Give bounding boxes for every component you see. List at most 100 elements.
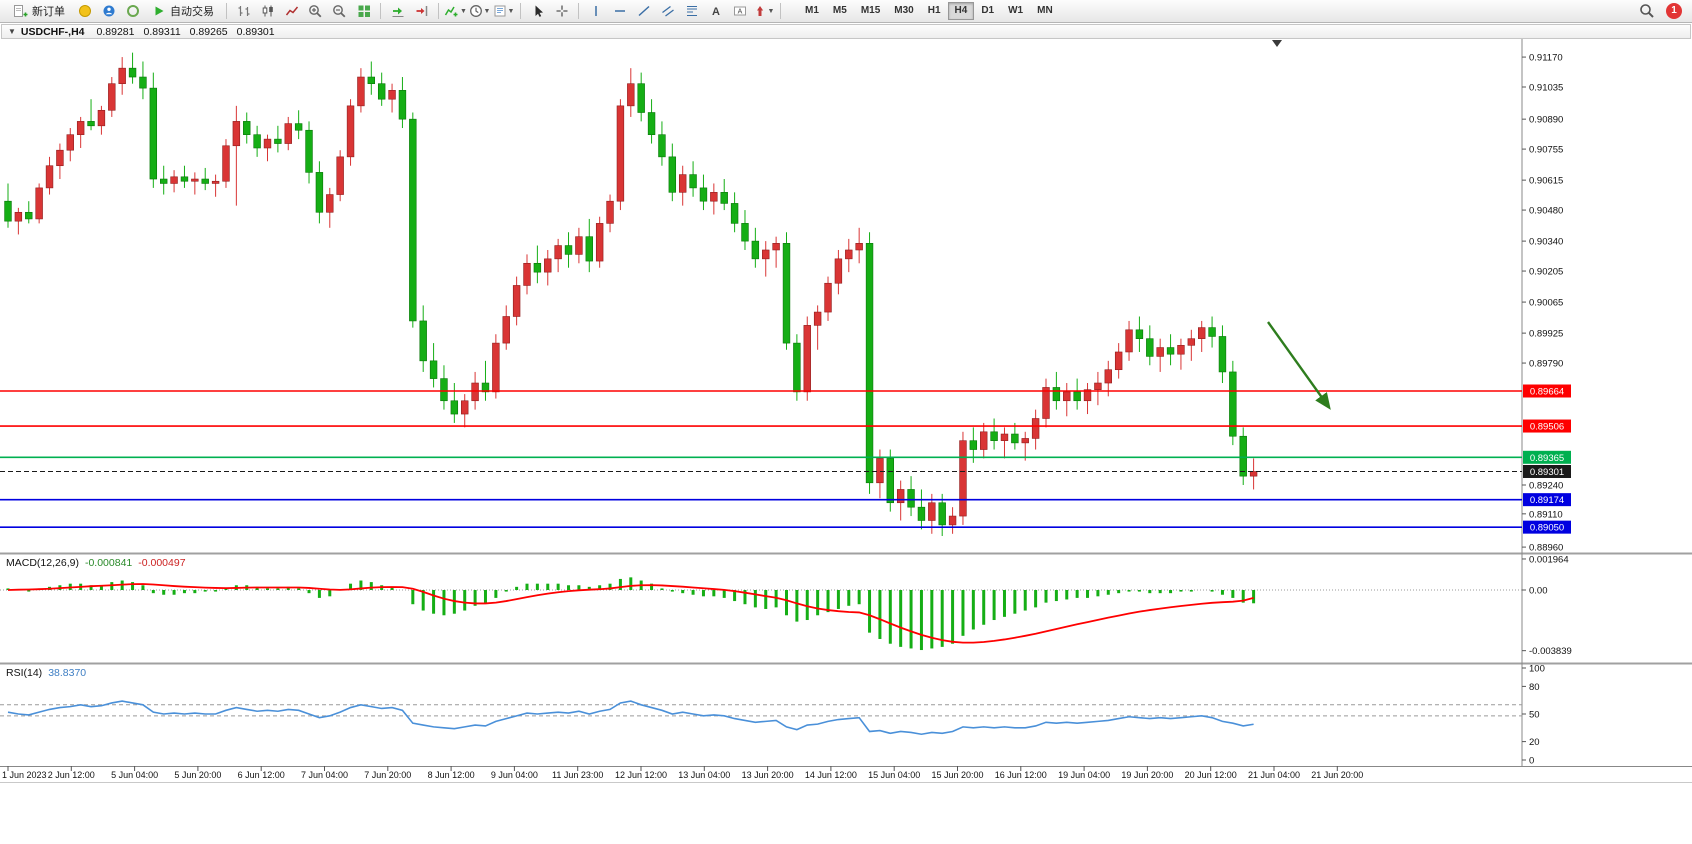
- drawn-arrow-annotation[interactable]: [1267, 321, 1331, 410]
- auto-scroll-icon[interactable]: [386, 1, 409, 21]
- fibonacci-tool-icon[interactable]: [680, 1, 703, 21]
- user-account-icon[interactable]: [97, 1, 120, 21]
- candle-up: [845, 238, 853, 273]
- macd-tick-label: 0.001964: [1529, 554, 1569, 565]
- candle-up: [616, 99, 625, 211]
- candle-up: [1031, 409, 1040, 450]
- timeframe-button-d1[interactable]: D1: [974, 2, 1001, 20]
- timeframe-button-h4[interactable]: H4: [947, 2, 975, 20]
- toolbar-separator: [520, 3, 521, 19]
- mql5-community-icon[interactable]: [73, 1, 96, 21]
- zoom-out-icon[interactable]: [328, 1, 351, 21]
- indicators-menu-icon[interactable]: ▼: [444, 1, 467, 21]
- chevron-down-icon: ▼: [507, 7, 515, 15]
- candle-up: [1114, 343, 1123, 379]
- timeframe-button-m1[interactable]: M1: [798, 2, 826, 20]
- notification-badge[interactable]: 1: [1666, 3, 1682, 19]
- support-line-green-badge-label: 0.89365: [1530, 453, 1564, 464]
- candle-up: [346, 99, 355, 166]
- candle-up: [76, 116, 85, 148]
- candle-up: [1063, 383, 1071, 417]
- candle-down: [243, 112, 251, 144]
- candle-down: [201, 167, 209, 191]
- timeframe-button-m5[interactable]: M5: [826, 2, 854, 20]
- resistance-line-2-badge-label: 0.89506: [1530, 422, 1564, 433]
- templates-menu-icon[interactable]: ▼: [492, 1, 515, 21]
- candle-up: [191, 172, 199, 195]
- candle-up: [118, 57, 126, 95]
- arrows-tool-icon[interactable]: ▼: [752, 1, 775, 21]
- price-tick-label: 0.91170: [1529, 53, 1563, 64]
- search-icon[interactable]: [1635, 1, 1658, 21]
- chart-shift-marker[interactable]: [1272, 40, 1282, 47]
- horizontal-line-tool-icon[interactable]: [608, 1, 631, 21]
- auto-trading-icon: [155, 6, 164, 16]
- rsi-tick-label: 80: [1529, 682, 1540, 693]
- candle-down: [1166, 334, 1175, 366]
- market-icon[interactable]: [121, 1, 144, 21]
- time-axis-label: 5 Jun 04:00: [111, 770, 158, 780]
- auto-trading-button[interactable]: 自动交易: [145, 1, 221, 21]
- resistance-line-2-badge: [1523, 419, 1571, 433]
- toolbar-separator: [780, 3, 781, 19]
- price-tick-label: 0.90480: [1529, 206, 1563, 217]
- candle-down: [1011, 422, 1019, 450]
- new-order-button[interactable]: 新订单: [6, 1, 72, 21]
- time-axis-label: 1 Jun 2023: [2, 770, 47, 780]
- macd-name: MACD(12,26,9): [6, 557, 79, 569]
- ohlc-open: 0.89281: [96, 25, 135, 38]
- candle-down: [398, 77, 407, 129]
- candle-down: [1239, 427, 1247, 486]
- trendline-tool-icon[interactable]: [632, 1, 655, 21]
- time-axis-label: 13 Jun 04:00: [678, 770, 730, 780]
- rsi-value: 38.8370: [48, 667, 87, 679]
- cursor-tool-icon[interactable]: [526, 1, 549, 21]
- label-tool-icon[interactable]: A: [728, 1, 751, 21]
- price-tick-label: 0.90755: [1529, 145, 1563, 156]
- candle-up: [1000, 427, 1009, 459]
- candle-down: [1135, 316, 1144, 352]
- ohlc-high: 0.89311: [143, 25, 181, 38]
- periods-menu-icon[interactable]: ▼: [468, 1, 491, 21]
- candle-up: [502, 305, 510, 350]
- chart-shift-icon[interactable]: [410, 1, 433, 21]
- candle-down: [139, 61, 147, 100]
- candle-up: [554, 238, 562, 273]
- zoom-in-icon[interactable]: [304, 1, 327, 21]
- auto-trading-label: 自动交易: [170, 6, 214, 18]
- timeframe-button-mn[interactable]: MN: [1030, 2, 1060, 20]
- candle-up: [388, 83, 396, 113]
- candle-up: [855, 227, 863, 264]
- time-axis-label: 6 Jun 12:00: [238, 770, 285, 780]
- timeframe-button-m15[interactable]: M15: [854, 2, 887, 20]
- candle-up: [544, 249, 552, 286]
- candle-down: [128, 52, 137, 84]
- price-tick-label: 0.89790: [1529, 359, 1563, 370]
- toolbar-separator: [226, 3, 227, 19]
- price-tick-label: 0.90615: [1529, 176, 1563, 187]
- tile-windows-icon[interactable]: [352, 1, 375, 21]
- candlestick-mode-icon[interactable]: [256, 1, 279, 21]
- price-tick-label: 0.90340: [1529, 237, 1563, 248]
- timeframe-button-h1[interactable]: H1: [921, 2, 948, 20]
- channel-tool-icon[interactable]: [656, 1, 679, 21]
- candle-up: [1198, 320, 1206, 352]
- chart-menu-icon[interactable]: ▼: [8, 27, 16, 36]
- crosshair-tool-icon[interactable]: [550, 1, 573, 21]
- candle-up: [1249, 458, 1258, 490]
- candle-down: [917, 489, 926, 530]
- timeframe-button-m30[interactable]: M30: [887, 2, 920, 20]
- rsi-label: RSI(14) 38.8370: [6, 667, 86, 679]
- time-axis-label: 16 Jun 12:00: [995, 770, 1047, 780]
- candle-up: [523, 254, 531, 295]
- line-chart-mode-icon[interactable]: [280, 1, 303, 21]
- rsi-tick-label: 100: [1529, 664, 1545, 675]
- candle-down: [160, 165, 168, 195]
- support-line-green-badge: [1523, 450, 1571, 464]
- text-tool-icon[interactable]: A: [704, 1, 727, 21]
- timeframe-button-w1[interactable]: W1: [1001, 2, 1030, 20]
- bar-chart-mode-icon[interactable]: [232, 1, 255, 21]
- toolbar-right-group: 1: [1635, 1, 1686, 21]
- vertical-line-tool-icon[interactable]: [584, 1, 607, 21]
